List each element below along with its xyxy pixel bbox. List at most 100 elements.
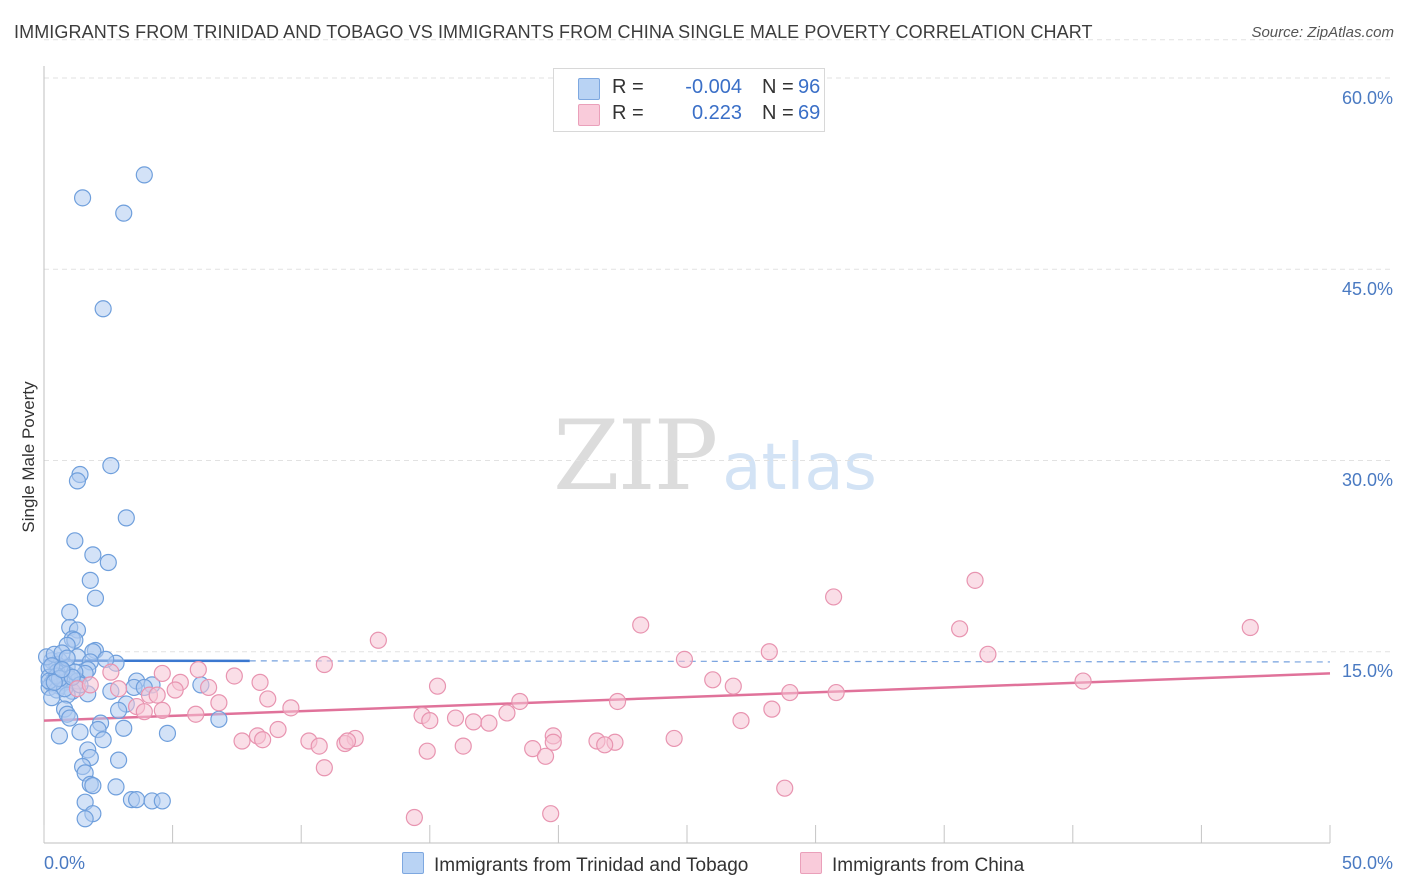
x-tick-label-max: 50.0%: [1342, 853, 1393, 873]
data-point-china: [315, 759, 333, 777]
data-point-china: [233, 732, 251, 750]
data-point-china: [315, 655, 333, 674]
y-tick-label: 15.0%: [1342, 661, 1393, 681]
data-point-trinidad-tobago: [210, 710, 228, 728]
data-point-trinidad-tobago: [115, 204, 133, 222]
legend-r-value: 0.223: [691, 102, 742, 124]
data-point-china: [454, 737, 472, 755]
data-point-china: [251, 673, 269, 691]
data-point-china: [421, 711, 439, 730]
data-point-china: [210, 694, 228, 712]
data-point-china: [724, 677, 742, 695]
data-point-china: [405, 808, 423, 827]
data-point-china: [979, 645, 997, 663]
legend-swatch-pink: [578, 104, 600, 126]
data-point-china: [524, 740, 542, 758]
series-trinidad-tobago: [37, 166, 228, 828]
correlation-legend: R = -0.004 N = 96 R = 0.223 N = 69: [553, 68, 825, 132]
data-point-china: [596, 736, 614, 754]
data-point-china: [153, 701, 171, 720]
trend-line-trinidad-tobago-dashed: [249, 660, 1331, 663]
data-point-trinidad-tobago: [94, 300, 112, 318]
trend-line-china: [43, 672, 1331, 722]
data-point-trinidad-tobago: [94, 731, 112, 749]
data-point-china: [781, 683, 799, 702]
data-point-china: [966, 571, 984, 589]
bottom-legend-trinidad-tobago: Immigrants from Trinidad and Tobago: [402, 852, 748, 877]
data-point-trinidad-tobago: [99, 553, 117, 572]
y-tick-label: 45.0%: [1342, 279, 1393, 299]
data-point-china: [665, 729, 683, 748]
data-point-china: [269, 720, 287, 739]
data-point-china: [536, 747, 555, 765]
data-point-china: [542, 805, 560, 823]
data-point-trinidad-tobago: [76, 810, 94, 828]
data-point-china: [225, 667, 243, 685]
data-point-china: [153, 664, 171, 683]
data-point-china: [310, 737, 328, 755]
data-point-china: [189, 660, 207, 679]
data-point-china: [511, 692, 529, 711]
bottom-legend-label: Immigrants from China: [832, 855, 1025, 876]
bottom-legend-swatch-blue: [402, 852, 424, 874]
data-point-trinidad-tobago: [84, 546, 102, 564]
data-point-china: [704, 671, 722, 689]
legend-n-label: N =: [762, 76, 794, 98]
data-point-trinidad-tobago: [117, 509, 135, 527]
data-point-china: [480, 714, 498, 732]
data-point-trinidad-tobago: [68, 472, 87, 490]
legend-r-label: R =: [612, 76, 644, 98]
data-point-china: [81, 676, 99, 694]
y-tick-label: 60.0%: [1342, 88, 1393, 108]
source-credit: Source: ZipAtlas.com: [1251, 24, 1394, 41]
data-point-trinidad-tobago: [109, 701, 128, 720]
data-point-china: [109, 680, 128, 698]
data-point-china: [498, 704, 516, 722]
x-tick-label-min: 0.0%: [44, 853, 85, 873]
data-point-china: [254, 731, 272, 749]
data-point-china: [776, 779, 794, 797]
data-point-china: [259, 690, 277, 708]
data-point-trinidad-tobago: [45, 673, 63, 691]
data-point-china: [1074, 672, 1092, 690]
data-point-trinidad-tobago: [61, 709, 79, 727]
data-point-trinidad-tobago: [61, 603, 79, 621]
legend-n-label: N =: [762, 102, 794, 124]
data-point-trinidad-tobago: [84, 777, 102, 795]
legend-swatch-blue: [578, 78, 600, 100]
data-point-trinidad-tobago: [102, 457, 120, 475]
data-point-china: [464, 713, 483, 731]
bottom-legend-label: Immigrants from Trinidad and Tobago: [434, 855, 749, 876]
legend-n-value: 69: [798, 102, 821, 124]
data-point-china: [608, 692, 627, 711]
data-point-china: [369, 631, 387, 649]
data-point-trinidad-tobago: [71, 723, 89, 741]
watermark-atlas: atlas: [722, 431, 877, 505]
data-point-trinidad-tobago: [86, 589, 105, 607]
data-point-trinidad-tobago: [66, 532, 84, 550]
bottom-legend-swatch-pink: [800, 852, 822, 874]
data-point-trinidad-tobago: [109, 751, 128, 769]
data-point-china: [1241, 618, 1259, 637]
data-point-trinidad-tobago: [153, 792, 171, 810]
data-point-china: [827, 683, 845, 702]
data-point-trinidad-tobago: [115, 719, 133, 737]
data-point-trinidad-tobago: [50, 727, 69, 745]
tick-labels: 60.0% 45.0% 30.0% 15.0% 0.0% 50.0%: [44, 88, 1393, 873]
bottom-legend-china: Immigrants from China: [800, 852, 1024, 877]
data-point-china: [282, 699, 300, 717]
axes: [43, 66, 1331, 844]
data-point-china: [148, 686, 166, 704]
data-point-china: [135, 703, 153, 721]
data-point-trinidad-tobago: [107, 778, 125, 796]
chart-title: IMMIGRANTS FROM TRINIDAD AND TOBAGO VS I…: [14, 22, 1093, 42]
data-point-china: [418, 742, 436, 760]
data-point-china: [675, 650, 694, 669]
data-point-trinidad-tobago: [158, 724, 177, 742]
data-point-trinidad-tobago: [135, 166, 153, 184]
watermark-zip: ZIP: [553, 400, 718, 512]
y-axis-label: Single Male Poverty: [19, 381, 38, 533]
data-point-china: [763, 700, 781, 718]
data-point-china: [166, 681, 184, 699]
